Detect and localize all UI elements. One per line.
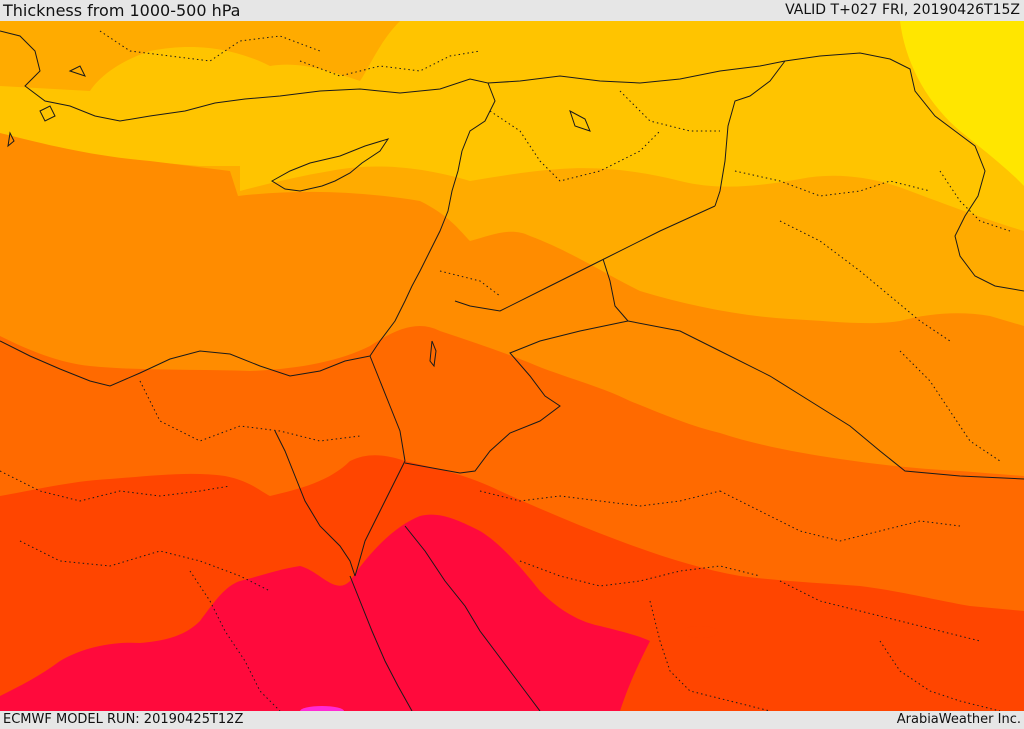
boundary-iraq-1 — [734, 170, 931, 197]
iraq-saudi-border — [627, 320, 1024, 480]
levant-coast — [369, 150, 463, 357]
boundary-syria-2 — [619, 90, 720, 132]
egypt-north-coast — [0, 340, 371, 387]
magenta-spot — [300, 706, 344, 711]
syria-jordan-border — [454, 205, 716, 312]
sinai-border — [369, 355, 406, 462]
boundary-iran-1 — [939, 170, 1011, 232]
syria-iraq-border — [714, 60, 786, 207]
model-run: ECMWF MODEL RUN: 20190425T12Z — [3, 712, 244, 727]
boundary-lebanon-israel — [439, 270, 501, 297]
aegean-islands — [7, 65, 591, 148]
boundary-syria-1 — [489, 110, 661, 182]
boundary-saudi-5 — [779, 580, 981, 642]
boundary-saudi-3 — [719, 490, 961, 542]
credit: ArabiaWeather Inc. — [896, 712, 1021, 727]
dead-sea — [429, 340, 437, 368]
boundary-saudi-1 — [479, 490, 721, 507]
gulf-of-suez — [274, 430, 356, 577]
boundary-turkey-1 — [99, 30, 321, 62]
province-boundaries — [0, 30, 1011, 711]
boundary-east-1 — [899, 350, 1001, 462]
title-bar: Thickness from 1000-500 hPa VALID T+027 … — [0, 0, 1024, 21]
jordan-iraq-border — [602, 258, 629, 322]
footer-bar: ECMWF MODEL RUN: 20190425T12Z ArabiaWeat… — [0, 711, 1024, 729]
warm-pocket — [682, 626, 718, 638]
jordan-saudi-border — [404, 320, 629, 474]
red-sea-east — [404, 525, 541, 711]
red-sea-west — [349, 575, 413, 711]
cold-spot — [985, 29, 1003, 41]
turkey-coast — [0, 30, 496, 152]
turkey-syria-border — [487, 60, 786, 84]
valid-time: VALID T+027 FRI, 20190426T15Z — [785, 2, 1020, 18]
boundary-turkey-2 — [299, 50, 481, 77]
boundary-iraq-2 — [779, 220, 951, 342]
boundary-egypt-2 — [0, 470, 231, 502]
cyprus-coast — [271, 138, 390, 192]
thickness-map-svg — [0, 21, 1024, 711]
boundary-saudi-4 — [649, 600, 771, 711]
coastlines — [0, 30, 1024, 711]
sinai-east-coast — [354, 460, 406, 577]
map-title: Thickness from 1000-500 hPa — [3, 1, 241, 20]
boundary-east-2 — [879, 640, 1001, 711]
band-warmest — [0, 514, 650, 711]
thickness-map — [0, 21, 1024, 711]
iraq-iran-border — [784, 52, 1024, 292]
